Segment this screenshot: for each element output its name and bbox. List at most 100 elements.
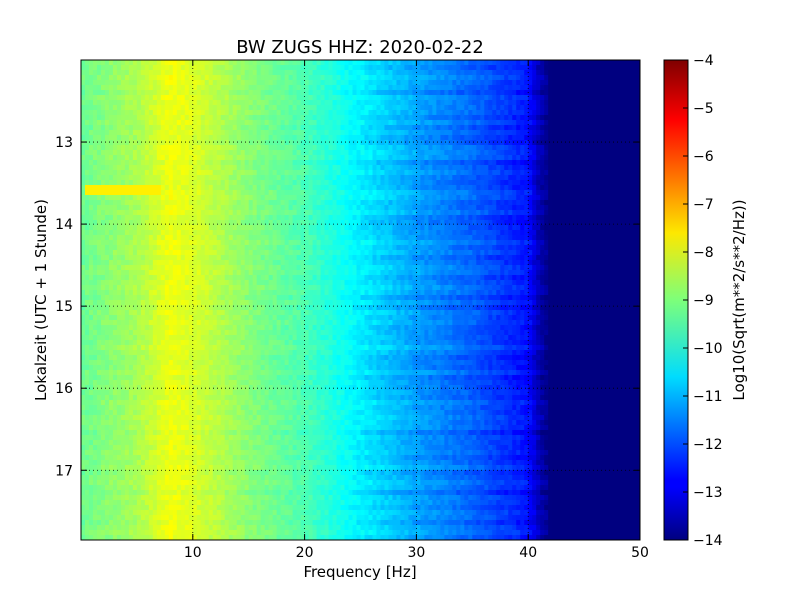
heatmap-cell — [100, 65, 106, 71]
heatmap-cell — [196, 160, 202, 166]
heatmap-cell — [244, 100, 250, 106]
heatmap-cell — [588, 195, 593, 201]
heatmap-cell — [436, 195, 441, 201]
heatmap-cell — [460, 145, 465, 151]
heatmap-cell — [288, 215, 294, 221]
heatmap-cell — [496, 95, 501, 101]
heatmap-cell — [312, 100, 318, 106]
heatmap-cell — [500, 85, 505, 91]
heatmap-cell — [416, 185, 421, 191]
heatmap-cell — [288, 235, 294, 241]
heatmap-cell — [524, 200, 529, 206]
heatmap-cell — [84, 145, 90, 151]
heatmap-cell — [168, 95, 174, 101]
heatmap-cell — [340, 135, 346, 141]
heatmap-cell — [496, 65, 501, 71]
heatmap-cell — [620, 210, 625, 216]
heatmap-cell — [272, 135, 278, 141]
heatmap-cell — [196, 130, 202, 136]
heatmap-cell — [616, 105, 621, 111]
heatmap-cell — [160, 100, 166, 106]
heatmap-cell — [432, 220, 437, 226]
heatmap-cell — [312, 130, 318, 136]
heatmap-cell — [564, 230, 569, 236]
heatmap-cell — [348, 165, 354, 171]
heatmap-cell — [84, 220, 90, 226]
heatmap-cell — [520, 210, 525, 216]
heatmap-cell — [104, 215, 110, 221]
heatmap-cell — [512, 210, 517, 216]
heatmap-cell — [312, 205, 318, 211]
heatmap-cell — [112, 115, 118, 121]
heatmap-cell — [484, 85, 489, 91]
heatmap-cell — [376, 140, 382, 146]
heatmap-cell — [168, 110, 174, 116]
heatmap-cell — [176, 85, 182, 91]
heatmap-cell — [316, 90, 322, 96]
heatmap-cell — [372, 180, 378, 186]
heatmap-cell — [348, 105, 354, 111]
heatmap-cell — [480, 170, 485, 176]
heatmap-cell — [328, 85, 334, 91]
heatmap-cell — [632, 140, 637, 146]
heatmap-cell — [468, 130, 473, 136]
heatmap-cell — [476, 115, 481, 121]
heatmap-cell — [448, 145, 453, 151]
heatmap-cell — [96, 140, 102, 146]
heatmap-cell — [440, 125, 445, 131]
heatmap-cell — [388, 180, 394, 186]
heatmap-cell — [124, 130, 130, 136]
heatmap-cell — [448, 100, 453, 106]
heatmap-cell — [488, 175, 493, 181]
heatmap-cell — [232, 85, 238, 91]
heatmap-cell — [104, 235, 110, 241]
heatmap-cell — [604, 115, 609, 121]
heatmap-cell — [444, 65, 449, 71]
heatmap-cell — [432, 115, 437, 121]
heatmap-cell — [384, 230, 390, 236]
heatmap-cell — [504, 185, 509, 191]
heatmap-cell — [436, 190, 441, 196]
heatmap-cell — [244, 160, 250, 166]
heatmap-cell — [212, 155, 218, 161]
heatmap-cell — [604, 65, 609, 71]
heatmap-cell — [180, 65, 186, 71]
heatmap-cell — [436, 165, 441, 171]
heatmap-cell — [624, 60, 629, 66]
heatmap-cell — [524, 80, 529, 86]
heatmap-cell — [360, 65, 366, 71]
heatmap-cell — [424, 230, 429, 236]
heatmap-cell — [404, 235, 410, 241]
heatmap-cell — [396, 190, 402, 196]
heatmap-cell — [568, 115, 573, 121]
heatmap-cell — [212, 130, 218, 136]
heatmap-cell — [92, 85, 98, 91]
heatmap-cell — [468, 140, 473, 146]
heatmap-cell — [568, 175, 573, 181]
heatmap-cell — [476, 145, 481, 151]
heatmap-cell — [520, 225, 525, 231]
heatmap-cell — [332, 100, 338, 106]
heatmap-cell — [328, 205, 334, 211]
heatmap-cell — [248, 190, 254, 196]
heatmap-cell — [572, 60, 577, 66]
heatmap-cell — [180, 175, 186, 181]
heatmap-cell — [428, 90, 433, 96]
heatmap-cell — [280, 185, 286, 191]
heatmap-cell — [596, 225, 601, 231]
heatmap-cell — [252, 75, 258, 81]
heatmap-cell — [200, 105, 206, 111]
heatmap-cell — [248, 90, 254, 96]
heatmap-cell — [424, 65, 429, 71]
heatmap-cell — [168, 170, 174, 176]
heatmap-cell — [108, 205, 114, 211]
heatmap-cell — [288, 180, 294, 186]
heatmap-cell — [628, 185, 633, 191]
heatmap-cell — [256, 60, 262, 66]
heatmap-cell — [368, 210, 374, 216]
heatmap-cell — [252, 60, 258, 66]
heatmap-cell — [124, 215, 130, 221]
heatmap-cell — [304, 120, 310, 126]
heatmap-cell — [204, 135, 210, 141]
heatmap-cell — [512, 105, 517, 111]
